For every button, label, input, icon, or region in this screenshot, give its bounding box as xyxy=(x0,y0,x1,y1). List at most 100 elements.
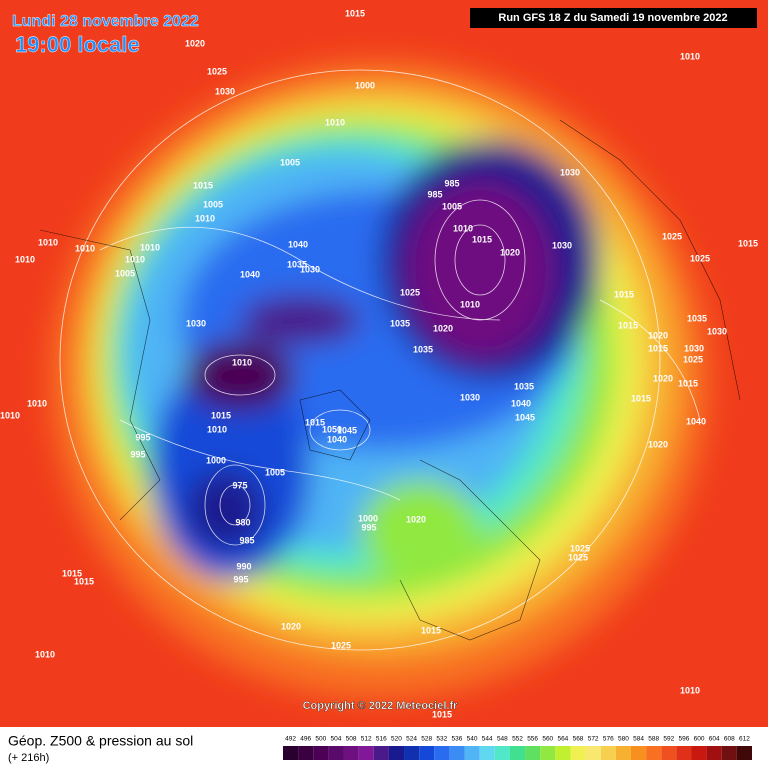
isobar-label: 1025 xyxy=(400,287,420,297)
isobar-label: 1015 xyxy=(631,393,651,403)
field-zone xyxy=(185,340,295,410)
isobar-label: 1030 xyxy=(460,392,480,402)
isobar-label: 985 xyxy=(444,178,459,188)
legend-label: 604 xyxy=(709,736,720,743)
legend-swatch xyxy=(736,746,752,760)
coastline xyxy=(399,459,541,641)
isobar-label: 1030 xyxy=(560,167,580,177)
legend-label: 496 xyxy=(300,736,311,743)
isobar-label: 1015 xyxy=(614,289,634,299)
isobar-label: 1040 xyxy=(288,239,308,249)
isobar xyxy=(99,226,501,321)
isobar xyxy=(204,464,266,546)
isobar xyxy=(309,409,371,451)
legend-swatch xyxy=(525,746,541,760)
legend-label: 508 xyxy=(346,736,357,743)
isobar xyxy=(119,419,401,501)
isobar-label: 1035 xyxy=(413,344,433,354)
copyright: Copyright © 2022 Meteociel.fr xyxy=(303,700,459,712)
legend-swatch xyxy=(691,746,707,760)
legend-swatch xyxy=(676,746,692,760)
isobar-labels: 1015 1020 1025 1030 1010 1000 1010 1005 1015 1005… xyxy=(0,8,758,719)
isobar-label: 1035 xyxy=(687,313,707,323)
isobar-label: 1035 xyxy=(390,318,410,328)
legend-label: 516 xyxy=(376,736,387,743)
field-zone xyxy=(240,295,360,345)
isobar-label: 1010 xyxy=(195,213,215,223)
isobar-label: 1000 xyxy=(206,455,226,465)
legend-swatch xyxy=(464,746,480,760)
isobar-label: 1000 xyxy=(355,80,375,90)
isobar-label: 1020 xyxy=(500,247,520,257)
isobar-label: 1005 xyxy=(442,201,462,211)
legend-swatch xyxy=(630,746,647,760)
isobar-label: 1010 xyxy=(325,117,345,127)
isobar-label: 1015 xyxy=(193,180,213,190)
isobar-label: 1020 xyxy=(281,621,301,631)
legend-swatch xyxy=(555,746,571,760)
run-info: Run GFS 18 Z du Samedi 19 novembre 2022 xyxy=(498,12,727,24)
isobar-label: 1005 xyxy=(203,199,223,209)
isobar xyxy=(59,69,661,651)
isobar-label: 1030 xyxy=(707,326,727,336)
isobar-label: 1010 xyxy=(453,223,473,233)
legend-label: 536 xyxy=(452,736,463,743)
legend-label: 572 xyxy=(588,736,599,743)
isobar-label: 1050 xyxy=(322,424,342,434)
isobar-label: 1010 xyxy=(15,254,35,264)
legend-label: 504 xyxy=(331,736,342,743)
isobar-label: 1025 xyxy=(690,253,710,263)
legend-swatch xyxy=(646,746,662,760)
legend-label: 564 xyxy=(557,736,568,743)
legend-swatch xyxy=(615,746,631,760)
isobar xyxy=(454,224,506,296)
isobar-label: 1025 xyxy=(570,543,590,553)
legend-label: 576 xyxy=(603,736,614,743)
field-zone xyxy=(405,180,555,360)
legend-label: 568 xyxy=(573,736,584,743)
legend-swatch xyxy=(585,746,601,760)
isobar xyxy=(599,299,701,421)
isobar-label: 1015 xyxy=(678,378,698,388)
isobar-label: 980 xyxy=(235,517,250,527)
legend-label: 552 xyxy=(512,736,523,743)
isobar-label: 1035 xyxy=(514,381,534,391)
isobar-label: 1010 xyxy=(75,243,95,253)
isobar-label: 1015 xyxy=(421,625,441,635)
isobar-label: 1010 xyxy=(35,649,55,659)
isobar-label: 1005 xyxy=(115,268,135,278)
legend-swatch xyxy=(449,746,465,760)
isobar-label: 1010 xyxy=(460,299,480,309)
isobar-label: 1015 xyxy=(305,417,325,427)
legend-swatch xyxy=(540,746,556,760)
isobar-label: 1005 xyxy=(280,157,300,167)
geopotential-field xyxy=(50,60,710,700)
isobar-label: 1025 xyxy=(662,231,682,241)
legend: 492 496 500 504 508 512 516 520 524 528 532 536 540 5… xyxy=(283,736,752,760)
legend-label: 540 xyxy=(467,736,478,743)
isobar-label: 1015 xyxy=(74,576,94,586)
isobar-label: 1015 xyxy=(211,410,231,420)
legend-label: 532 xyxy=(436,736,447,743)
isobar-label: 1010 xyxy=(27,398,47,408)
isobar-label: 1015 xyxy=(648,343,668,353)
isobars xyxy=(59,69,701,651)
lead-time: (+ 216h) xyxy=(8,752,49,764)
isobar-label: 975 xyxy=(232,480,247,490)
isobar-label: 1010 xyxy=(680,685,700,695)
legend-swatch xyxy=(479,746,495,760)
legend-swatch xyxy=(434,746,450,760)
legend-swatch xyxy=(661,746,677,760)
time-title: 19:00 locale xyxy=(15,32,140,57)
legend-swatch xyxy=(494,746,510,760)
isobar-label: 1020 xyxy=(648,330,668,340)
isobar-label: 1030 xyxy=(186,318,206,328)
legend-label: 548 xyxy=(497,736,508,743)
isobar-label: 1015 xyxy=(738,238,758,248)
legend-swatch xyxy=(419,746,435,760)
isobar-label: 1030 xyxy=(215,86,235,96)
isobar-label: 1020 xyxy=(433,323,453,333)
isobar-label: 1015 xyxy=(472,234,492,244)
